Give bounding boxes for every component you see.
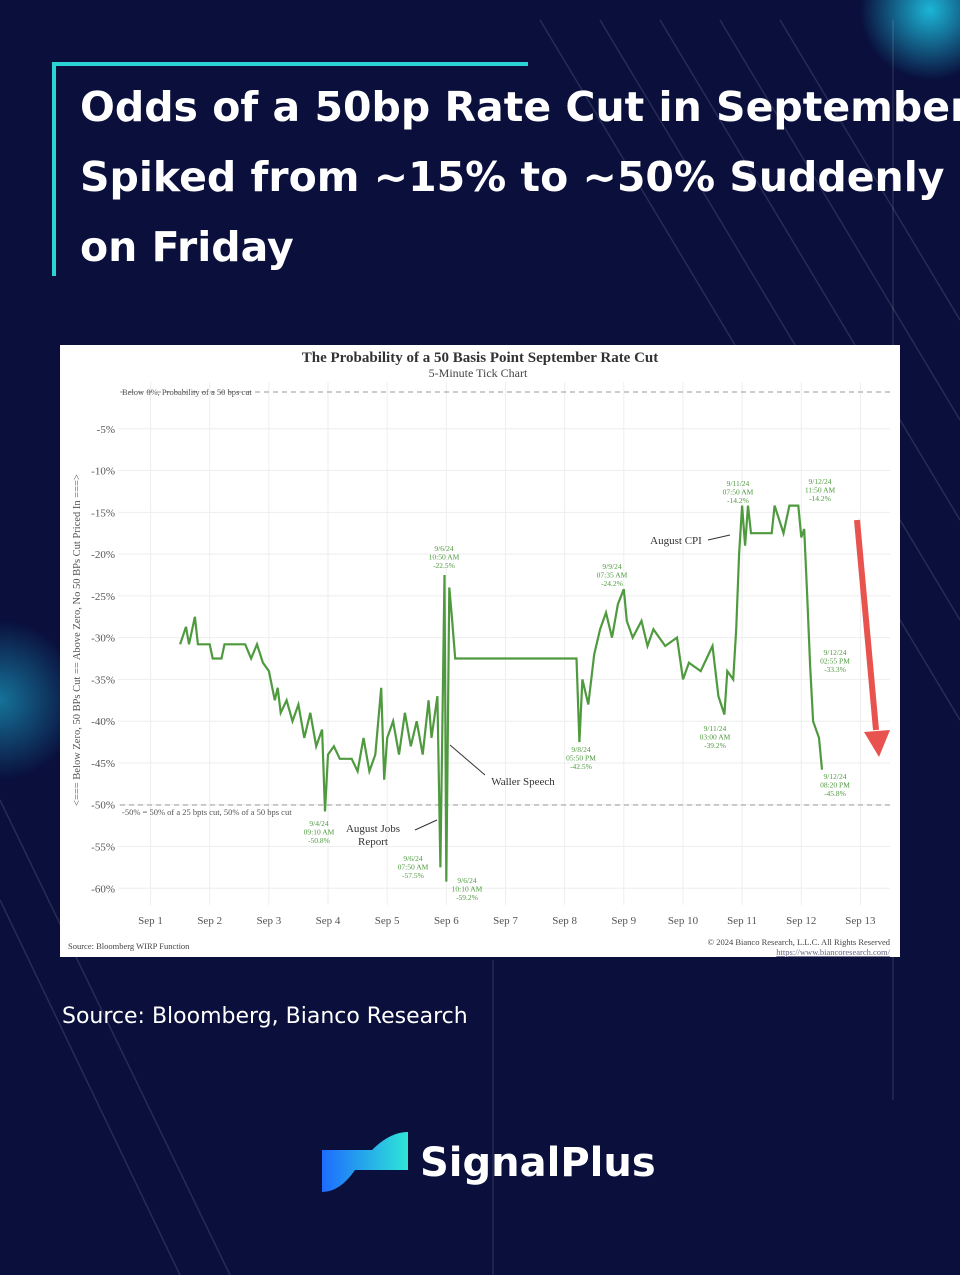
brand: SignalPlus [420, 1140, 656, 1186]
annotation: 9/6/24 [434, 544, 453, 553]
glow [860, 0, 960, 80]
x-tick-label: Sep 9 [611, 915, 636, 927]
y-tick-label: -15% [91, 507, 115, 519]
annotation: 9/9/24 [602, 562, 621, 571]
annotation: 08:20 PM [820, 781, 850, 790]
annotation: 9/11/24 [704, 724, 727, 733]
y-tick-label: -10% [91, 466, 115, 478]
y-tick-label: -20% [91, 549, 115, 561]
y-tick-label: -55% [91, 842, 115, 854]
annotation: -33.3% [824, 665, 846, 674]
reference-label: -50% = 50% of a 25 bpts cut, 50% of a 50… [122, 807, 292, 817]
annotation: -50.8% [308, 836, 330, 845]
logo [322, 1132, 408, 1192]
title-frame [52, 62, 528, 276]
event-label: August CPI [650, 535, 702, 547]
chart-panel [60, 345, 900, 957]
annotation: 03:00 AM [700, 733, 731, 742]
x-tick-label: Sep 11 [727, 915, 757, 927]
series-line [179, 504, 824, 882]
annotation: 9/12/24 [809, 477, 832, 486]
annotation: -59.2% [456, 893, 478, 902]
event-label: Waller Speech [491, 776, 555, 788]
annotation: 9/11/24 [727, 479, 750, 488]
title-line: Odds of a 50bp Rate Cut in September [80, 83, 960, 131]
x-tick-label: Sep 7 [493, 915, 518, 927]
y-tick-label: -40% [91, 716, 115, 728]
x-tick-label: Sep 5 [375, 915, 400, 927]
annotation: 10:50 AM [429, 553, 460, 562]
chart-source: Source: Bloomberg WIRP Function [68, 941, 190, 951]
copyright: © 2024 Bianco Research, L.L.C. All Right… [708, 937, 891, 947]
annotation: -45.8% [824, 789, 846, 798]
annotation: 9/12/24 [824, 772, 847, 781]
annotation: -57.5% [402, 871, 424, 880]
annotation: 9/4/24 [309, 819, 328, 828]
annotation: -24.2% [601, 579, 623, 588]
chart-subtitle: 5-Minute Tick Chart [429, 366, 528, 380]
source: Source: Bloomberg, Bianco Research [62, 1004, 468, 1029]
glow [0, 620, 80, 780]
chart-title: The Probability of a 50 Basis Point Sept… [302, 350, 659, 366]
title-line: on Friday [80, 223, 294, 271]
title-line: Spiked from ~15% to ~50% Suddenly [80, 153, 945, 201]
annotation: 02:55 PM [820, 657, 850, 666]
annotation: 9/8/24 [571, 745, 590, 754]
annotation: 07:50 AM [723, 488, 754, 497]
x-tick-label: Sep 10 [668, 915, 699, 927]
annotation: 10:10 AM [452, 885, 483, 894]
url: https://www.biancoresearch.com/ [776, 947, 890, 957]
x-tick-label: Sep 8 [552, 915, 577, 927]
chart: The Probability of a 50 Basis Point Sept… [68, 350, 891, 957]
event-label: Report [358, 836, 388, 848]
annotation: -14.2% [809, 494, 831, 503]
y-tick-label: -25% [91, 591, 115, 603]
event-label: August Jobs [346, 823, 400, 835]
x-tick-label: Sep 13 [845, 915, 876, 927]
event-arrow [707, 534, 731, 541]
x-tick-label: Sep 12 [786, 915, 816, 927]
red-arrow [854, 519, 890, 757]
annotation: 07:50 AM [398, 863, 429, 872]
annotation: 9/6/24 [457, 876, 476, 885]
x-tick-label: Sep 4 [316, 915, 341, 927]
reference-label: Below 0%, Probability of a 50 bps cut [122, 387, 252, 397]
y-axis-label: <=== Below Zero, 50 BPs Cut == Above Zer… [72, 474, 83, 806]
event-arrow [414, 819, 438, 831]
header: Odds of a 50bp Rate Cut in September Spik… [80, 83, 960, 271]
annotation: -42.5% [570, 762, 592, 771]
y-tick-label: -5% [97, 424, 115, 436]
x-tick-label: Sep 1 [138, 915, 163, 927]
x-tick-label: Sep 6 [434, 915, 459, 927]
annotation: 11:50 AM [805, 486, 836, 495]
y-tick-label: -35% [91, 674, 115, 686]
annotation: 09:10 AM [304, 828, 335, 837]
event-arrow [449, 744, 486, 776]
y-tick-label: -45% [91, 758, 115, 770]
y-tick-label: -30% [91, 633, 115, 645]
x-tick-label: Sep 2 [197, 915, 222, 927]
annotation: 9/6/24 [403, 854, 422, 863]
annotation: 9/12/24 [824, 648, 847, 657]
x-tick-label: Sep 3 [256, 915, 281, 927]
y-tick-label: -60% [91, 883, 115, 895]
annotation: 05:50 PM [566, 754, 596, 763]
annotation: -22.5% [433, 561, 455, 570]
annotation: 07:35 AM [597, 571, 628, 580]
annotation: -39.2% [704, 741, 726, 750]
y-tick-label: -50% [91, 800, 115, 812]
annotation: -14.2% [727, 496, 749, 505]
